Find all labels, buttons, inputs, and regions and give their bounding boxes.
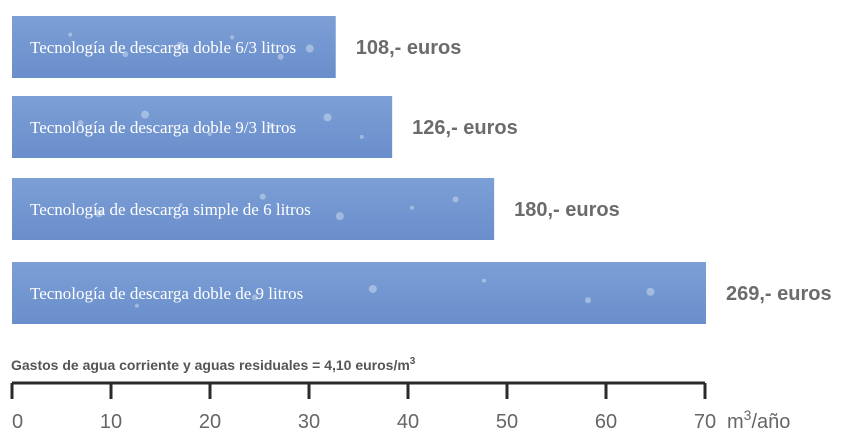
bar-value-label: 126,- euros xyxy=(412,117,518,139)
bar-value-label: 180,- euros xyxy=(514,199,620,221)
bubble-decoration xyxy=(176,41,185,50)
bubble-decoration xyxy=(359,134,364,139)
bubble-decoration xyxy=(323,113,332,122)
bubble-decoration xyxy=(68,32,73,37)
x-unit-base: m xyxy=(727,411,744,433)
x-tick-label: 20 xyxy=(199,411,221,433)
bubble-decoration xyxy=(122,51,129,58)
bubble-decoration xyxy=(141,110,150,119)
bubble-decoration xyxy=(277,53,284,60)
bubble-decoration xyxy=(178,202,183,207)
x-unit-rest: /año xyxy=(751,411,790,433)
bar-value-label: 269,- euros xyxy=(726,283,832,305)
bubble-decoration xyxy=(646,287,655,296)
x-tick-label: 40 xyxy=(397,411,419,433)
bubble-decoration xyxy=(77,119,84,126)
x-tick-label: 50 xyxy=(496,411,518,433)
bar xyxy=(12,16,336,78)
bubble-decoration xyxy=(207,132,212,137)
bubble-decoration xyxy=(94,209,103,218)
x-tick-label: 30 xyxy=(298,411,320,433)
bubble-decoration xyxy=(368,284,377,293)
bar xyxy=(12,96,393,158)
bubble-decoration xyxy=(585,297,592,304)
water-cost-note: Gastos de agua corriente y aguas residua… xyxy=(11,356,416,373)
x-tick-label: 60 xyxy=(595,411,617,433)
bubble-decoration xyxy=(452,196,459,203)
x-axis-unit: m3/año xyxy=(727,407,790,433)
bar-value-label: 108,- euros xyxy=(356,37,462,59)
x-tick-label: 0 xyxy=(12,411,23,433)
x-unit-superscript: 3 xyxy=(744,407,752,423)
bar xyxy=(12,262,706,324)
bubble-decoration xyxy=(259,193,266,200)
bar-category-label: Tecnología de descarga simple de 6 litro… xyxy=(30,200,311,219)
bubble-decoration xyxy=(267,122,274,129)
x-tick-label: 10 xyxy=(100,411,122,433)
note-text: Gastos de agua corriente y aguas residua… xyxy=(11,357,410,373)
bars-layer: Tecnología de descarga doble 6/3 litros 1… xyxy=(12,16,832,324)
bubble-decoration xyxy=(305,44,314,53)
x-axis: 0 10 20 30 40 50 60 70 xyxy=(10,381,716,433)
bar-category-label: Tecnología de descarga doble de 9 litros xyxy=(30,284,303,303)
bubble-decoration xyxy=(481,278,486,283)
x-tick-label: 70 xyxy=(694,411,716,433)
bubble-decoration xyxy=(230,35,235,40)
bubble-decoration xyxy=(251,294,258,301)
bubble-decoration xyxy=(410,205,415,210)
bubble-decoration xyxy=(134,303,139,308)
note-superscript: 3 xyxy=(410,356,416,367)
bar-category-label: Tecnología de descarga doble 9/3 litros xyxy=(30,118,296,137)
bubble-decoration xyxy=(335,212,344,221)
bar xyxy=(12,178,495,240)
bar-category-label: Tecnología de descarga doble 6/3 litros xyxy=(30,38,296,57)
